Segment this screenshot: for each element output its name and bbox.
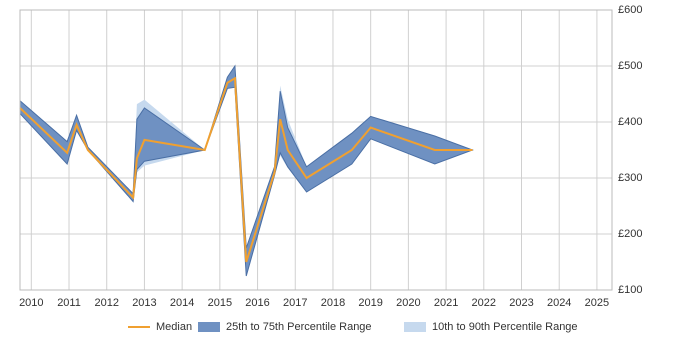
y-tick-label: £500 — [618, 60, 642, 72]
x-tick-label: 2020 — [396, 297, 420, 309]
legend-label: 25th to 75th Percentile Range — [226, 321, 372, 333]
x-tick-label: 2018 — [321, 297, 345, 309]
y-tick-label: £600 — [618, 4, 642, 16]
y-tick-label: £400 — [618, 116, 642, 128]
x-tick-label: 2016 — [245, 297, 269, 309]
x-tick-label: 2010 — [19, 297, 43, 309]
x-tick-label: 2022 — [472, 297, 496, 309]
x-tick-label: 2012 — [94, 297, 118, 309]
median-line — [19, 76, 473, 263]
x-tick-label: 2015 — [208, 297, 232, 309]
percentile-band — [19, 64, 474, 277]
x-tick-label: 2013 — [132, 297, 156, 309]
y-tick-label: £100 — [618, 284, 642, 296]
legend-label: Median — [156, 321, 192, 333]
legend-swatch — [198, 322, 220, 332]
plot-area — [20, 10, 612, 290]
y-tick-label: £200 — [618, 228, 642, 240]
x-tick-label: 2011 — [57, 297, 81, 309]
x-tick-label: 2023 — [509, 297, 533, 309]
legend-swatch — [404, 322, 426, 332]
x-tick-label: 2017 — [283, 297, 307, 309]
plot-border — [19, 9, 613, 291]
legend-label: 10th to 90th Percentile Range — [432, 321, 578, 333]
x-tick-label: 2019 — [358, 297, 382, 309]
y-tick-label: £300 — [618, 172, 642, 184]
x-tick-label: 2024 — [547, 297, 571, 309]
x-tick-label: 2014 — [170, 297, 194, 309]
x-tick-label: 2025 — [585, 297, 609, 309]
x-tick-label: 2021 — [434, 297, 458, 309]
